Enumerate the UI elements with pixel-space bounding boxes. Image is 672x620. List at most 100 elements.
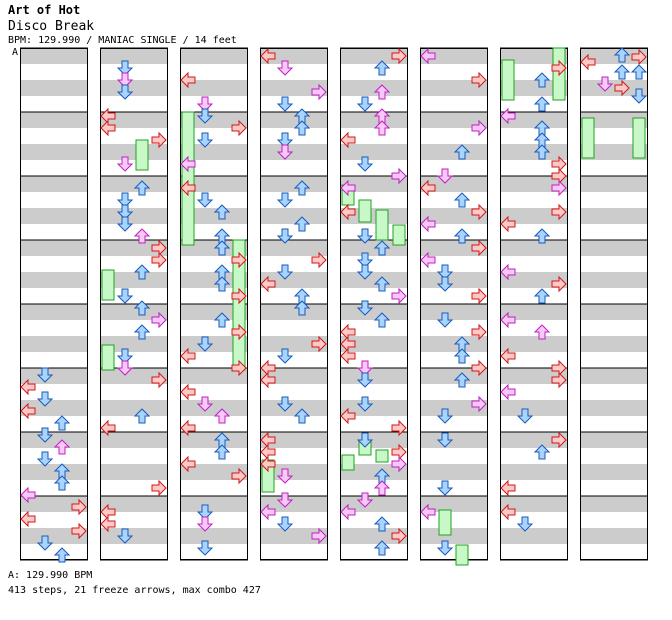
arrow-up-icon (533, 144, 551, 160)
arrow-down-icon (516, 516, 534, 532)
arrow-down-icon (36, 427, 54, 443)
arrow-left-icon (180, 419, 196, 437)
arrow-down-icon (356, 300, 374, 316)
arrow-left-icon (100, 419, 116, 437)
arrow-down-icon (196, 108, 214, 124)
arrow-right-icon (311, 251, 327, 269)
song-title: Art of Hot (8, 3, 81, 17)
freeze-arrow-icon (581, 117, 595, 159)
arrow-up-icon (453, 192, 471, 208)
arrow-right-icon (151, 131, 167, 149)
arrow-left-icon (420, 215, 436, 233)
arrow-left-icon (340, 503, 356, 521)
arrow-up-icon (453, 348, 471, 364)
arrow-down-icon (116, 60, 134, 76)
arrow-up-icon (133, 180, 151, 196)
arrow-down-icon (436, 276, 454, 292)
arrow-left-icon (260, 455, 276, 473)
arrow-right-icon (551, 431, 567, 449)
freeze-arrow-icon (375, 449, 389, 463)
chart-column (340, 47, 408, 561)
arrow-up-icon (373, 516, 391, 532)
arrow-left-icon (340, 203, 356, 221)
arrow-right-icon (231, 467, 247, 485)
arrow-down-icon (356, 396, 374, 412)
arrow-up-icon (533, 324, 551, 340)
arrow-up-icon (53, 439, 71, 455)
arrow-down-icon (196, 396, 214, 412)
arrow-right-icon (151, 371, 167, 389)
arrow-down-icon (356, 96, 374, 112)
arrow-left-icon (180, 347, 196, 365)
arrow-right-icon (391, 47, 407, 65)
arrow-down-icon (356, 432, 374, 448)
arrow-up-icon (213, 312, 231, 328)
chart-column (420, 47, 488, 561)
arrow-right-icon (391, 419, 407, 437)
arrow-left-icon (500, 503, 516, 521)
arrow-down-icon (196, 540, 214, 556)
arrow-right-icon (551, 371, 567, 389)
freeze-arrow-icon (392, 224, 406, 246)
arrow-up-icon (53, 475, 71, 491)
arrow-down-icon (116, 216, 134, 232)
freeze-arrow-icon (358, 199, 372, 223)
arrow-right-icon (151, 479, 167, 497)
arrow-down-icon (436, 540, 454, 556)
arrow-down-icon (276, 60, 294, 76)
arrow-left-icon (20, 378, 36, 396)
arrow-right-icon (551, 275, 567, 293)
arrow-down-icon (436, 432, 454, 448)
arrow-down-icon (116, 528, 134, 544)
arrow-right-icon (231, 251, 247, 269)
arrow-right-icon (471, 323, 487, 341)
arrow-down-icon (276, 144, 294, 160)
arrow-down-icon (436, 408, 454, 424)
arrow-up-icon (373, 540, 391, 556)
arrow-up-icon (213, 408, 231, 424)
arrow-down-icon (276, 468, 294, 484)
arrow-up-icon (533, 288, 551, 304)
arrow-left-icon (20, 486, 36, 504)
arrow-down-icon (116, 72, 134, 88)
arrow-down-icon (276, 264, 294, 280)
arrow-left-icon (500, 107, 516, 125)
arrow-down-icon (116, 156, 134, 172)
arrow-left-icon (260, 503, 276, 521)
arrow-down-icon (276, 96, 294, 112)
arrow-up-icon (533, 228, 551, 244)
chart-info: BPM: 129.990 / MANIAC SINGLE / 14 feet (8, 35, 237, 46)
chart-column (500, 47, 568, 561)
arrow-right-icon (391, 527, 407, 545)
arrow-down-icon (196, 336, 214, 352)
arrow-down-icon (356, 264, 374, 280)
arrow-up-icon (373, 480, 391, 496)
arrow-up-icon (453, 372, 471, 388)
arrow-left-icon (500, 479, 516, 497)
arrow-right-icon (231, 359, 247, 377)
arrow-down-icon (356, 372, 374, 388)
arrow-up-icon (373, 312, 391, 328)
song-subtitle: Disco Break (8, 19, 95, 34)
arrow-right-icon (551, 179, 567, 197)
arrow-down-icon (116, 204, 134, 220)
chart-stats: 413 steps, 21 freeze arrows, max combo 4… (8, 585, 261, 596)
arrow-right-icon (231, 287, 247, 305)
arrow-left-icon (580, 53, 596, 71)
arrow-left-icon (260, 47, 276, 65)
arrow-up-icon (213, 204, 231, 220)
arrow-left-icon (340, 179, 356, 197)
arrow-down-icon (36, 451, 54, 467)
arrow-up-icon (53, 415, 71, 431)
arrow-left-icon (100, 515, 116, 533)
arrow-up-icon (373, 276, 391, 292)
arrow-right-icon (551, 203, 567, 221)
arrow-up-icon (373, 120, 391, 136)
arrow-up-icon (133, 324, 151, 340)
arrow-up-icon (453, 228, 471, 244)
arrow-left-icon (100, 119, 116, 137)
arrow-left-icon (180, 179, 196, 197)
arrow-up-icon (293, 216, 311, 232)
arrow-down-icon (596, 76, 614, 92)
